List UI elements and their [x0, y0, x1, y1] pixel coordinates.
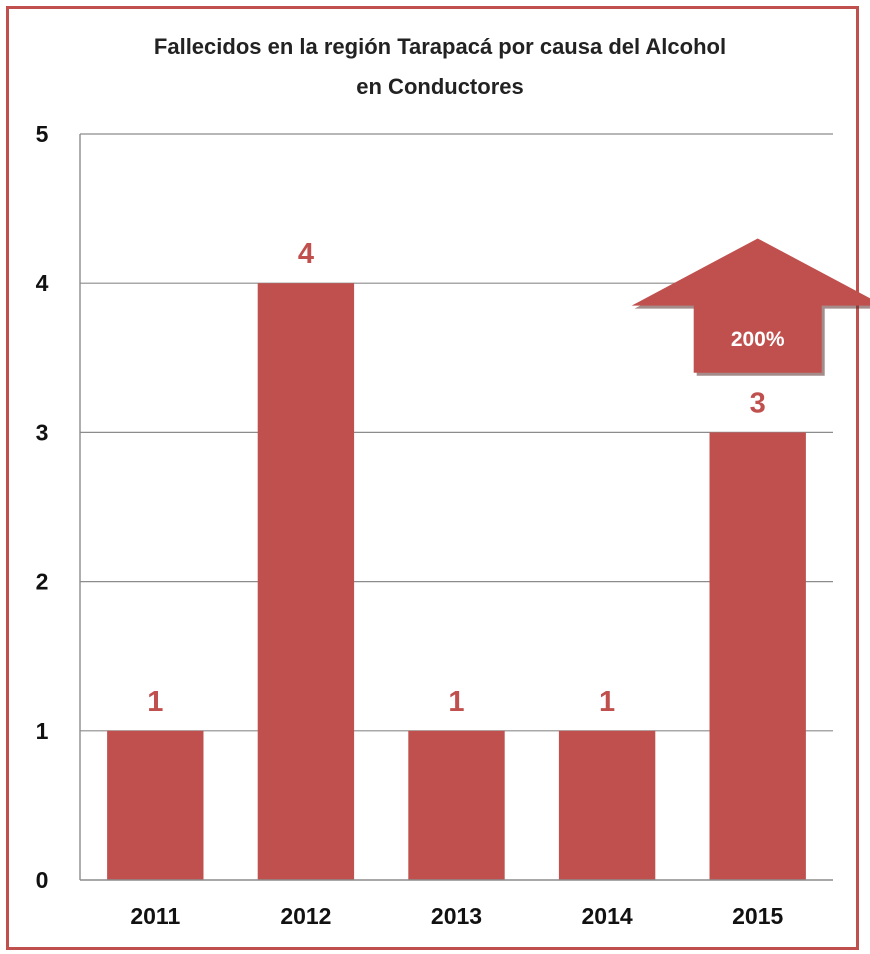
bar-2014	[558, 730, 656, 880]
chart-title-line-1: Fallecidos en la región Tarapacá por cau…	[154, 34, 726, 59]
up-arrow-shape	[631, 238, 870, 373]
chart-title-line-2: en Conductores	[356, 74, 523, 99]
data-label-2011: 1	[147, 686, 163, 718]
data-label-2015: 3	[750, 387, 766, 419]
growth-annotation: 200%	[631, 238, 870, 376]
x-tick-label-2012: 2012	[280, 903, 331, 929]
x-tick-label-2011: 2011	[130, 903, 180, 929]
axes: 0 1 2 3 4 5 2011 2012 2013 2014 2015	[36, 121, 833, 929]
gridlines	[80, 133, 833, 732]
data-label-2013: 1	[448, 686, 464, 718]
data-label-2014: 1	[599, 686, 615, 718]
y-tick-label-4: 4	[36, 270, 49, 296]
bar-2015	[709, 432, 806, 880]
arrow-label: 200%	[731, 328, 785, 351]
x-tick-label-2014: 2014	[582, 903, 633, 929]
x-tick-label-2015: 2015	[732, 903, 783, 929]
data-labels: 1 4 1 1 3	[147, 238, 766, 718]
y-tick-label-3: 3	[36, 419, 49, 445]
bar-2012	[257, 283, 355, 880]
y-tick-label-5: 5	[36, 121, 49, 147]
data-label-2012: 4	[298, 238, 314, 270]
bar-2013	[408, 730, 505, 880]
y-tick-label-1: 1	[36, 718, 49, 744]
x-tick-label-2013: 2013	[431, 903, 482, 929]
bar-2011	[107, 730, 204, 880]
y-tick-label-2: 2	[36, 569, 49, 595]
bars	[107, 283, 806, 880]
y-tick-label-0: 0	[36, 867, 49, 893]
